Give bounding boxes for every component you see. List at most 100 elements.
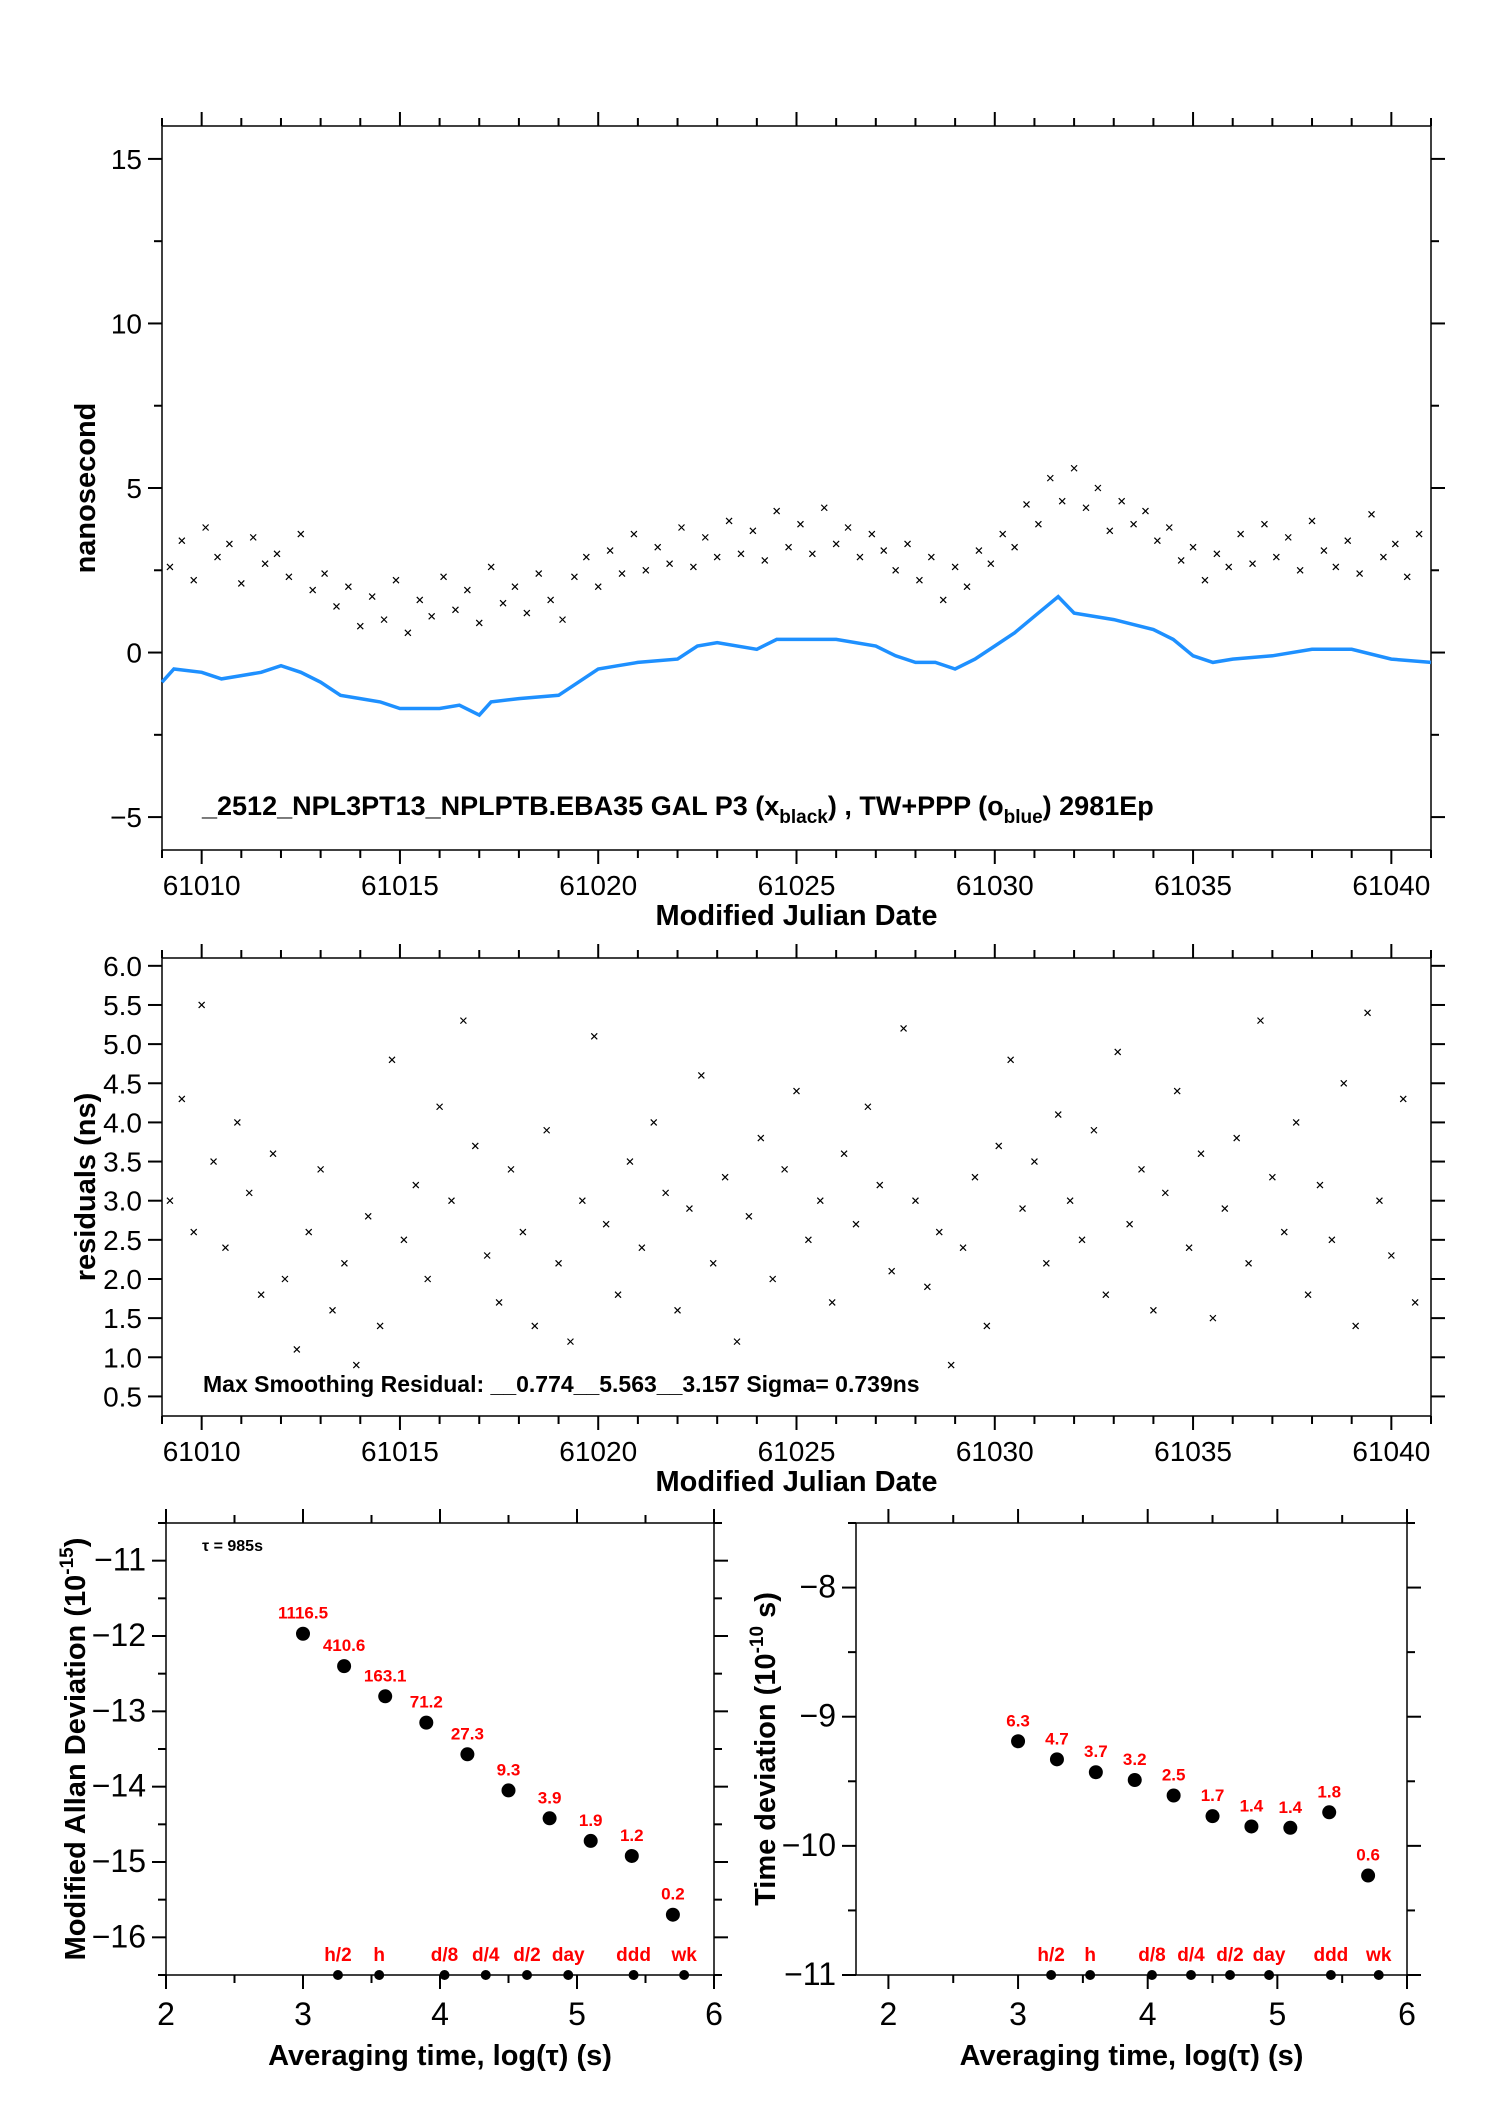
reference-label: d/8	[431, 1945, 458, 1966]
chart-mdev: 2 3 4 5 6 −16 −15 −14 −13 −12 −11 Averaging time, l…	[57, 1509, 728, 2072]
data-point-x	[626, 1158, 634, 1165]
data-point-x	[832, 540, 840, 548]
reference-mark	[374, 1970, 385, 1980]
data-point-x	[1308, 517, 1316, 525]
data-point-x	[459, 1017, 467, 1025]
reference-label: day	[552, 1945, 585, 1966]
x-tick-label: 3	[294, 1996, 312, 2032]
data-point-x	[1213, 550, 1221, 558]
data-point-x	[440, 573, 447, 581]
y-tick-label: −16	[92, 1918, 146, 1954]
data-point-x	[892, 566, 900, 574]
data-point-x	[1368, 510, 1375, 518]
data-point-x	[368, 593, 376, 601]
chart-title-sub2: blue	[1004, 807, 1043, 828]
y-axis-title: residuals (ns)	[70, 1093, 102, 1282]
y-axis-title-main: Time deviation (10	[750, 1653, 782, 1906]
data-point-x	[797, 520, 804, 528]
data-label: 1116.5	[278, 1604, 328, 1623]
y-tick-label: 2.0	[103, 1264, 142, 1295]
data-point-x	[166, 563, 174, 571]
y-tick-label: −11	[94, 1542, 146, 1578]
data-label: 163.1	[364, 1666, 407, 1685]
data-point-x	[947, 1361, 955, 1369]
data-point	[1166, 1788, 1181, 1803]
data-point-x	[198, 1001, 206, 1009]
data-point-x	[900, 1025, 907, 1032]
y-tick-label: 4.5	[103, 1068, 142, 1099]
data-label: 1.4	[1278, 1798, 1302, 1817]
chart-title: _2512_NPL3PT13_NPLPTB.EBA35 GAL P3 (xbla…	[201, 791, 1154, 828]
x-tick-label: 61010	[163, 870, 241, 901]
data-point-x	[1233, 1134, 1241, 1142]
reference-mark	[563, 1970, 574, 1980]
data-point-x	[864, 1103, 872, 1111]
data-point-x	[939, 596, 947, 604]
reference-label: d/4	[1177, 1945, 1205, 1966]
data-point-x	[1209, 1314, 1217, 1322]
data-point-x	[519, 1228, 527, 1236]
reference-mark	[480, 1970, 491, 1980]
y-axis-title: Modified Allan Deviation (10-15)	[57, 1538, 92, 1961]
data-point-x	[1185, 1244, 1193, 1252]
data-point-x	[1376, 1197, 1383, 1205]
data-point-x	[547, 596, 555, 604]
data-point-x	[1296, 566, 1304, 574]
data-point-x	[721, 1173, 729, 1181]
x-axis-title: Averaging time, log(τ) (s)	[268, 2040, 612, 2072]
data-point-x	[1066, 1197, 1074, 1205]
data-label: 71.2	[410, 1693, 443, 1712]
reference-label: h	[373, 1945, 385, 1966]
y-tick-label: 2.5	[103, 1225, 142, 1256]
data-point-x	[745, 1212, 753, 1220]
data-point-x	[1391, 540, 1399, 548]
y-tick-label: 6.0	[103, 951, 142, 982]
chart-title-mid: ) , TW+PPP (o	[828, 791, 1004, 821]
data-point-x	[686, 1205, 693, 1212]
data-point-x	[297, 530, 305, 538]
x-axis-title: Averaging time, log(τ) (s)	[960, 2040, 1304, 2072]
chart-tdev: 2 3 4 5 6 −11 −10 −9 −8 Averaging time, log(τ) (s…	[747, 1509, 1421, 2072]
data-point-x	[222, 1244, 229, 1252]
data-point	[1205, 1809, 1220, 1824]
data-point-x	[1054, 1111, 1062, 1119]
data-point-x	[511, 583, 519, 591]
data-label: 4.7	[1045, 1729, 1069, 1748]
data-point	[583, 1833, 598, 1848]
reference-mark	[1325, 1970, 1336, 1980]
data-point	[1088, 1765, 1103, 1780]
data-point-x	[1130, 520, 1138, 528]
data-point-x	[590, 1032, 598, 1040]
data-point-x	[733, 1338, 741, 1346]
data-point-x	[400, 1236, 408, 1244]
data-label: 1.9	[579, 1811, 603, 1830]
data-point-x	[808, 550, 816, 558]
reference-mark	[1225, 1970, 1236, 1980]
data-point-x	[190, 1228, 198, 1236]
data-point-x	[487, 563, 495, 571]
data-point	[419, 1715, 434, 1730]
data-point-x	[523, 609, 531, 617]
data-point-x	[1114, 1048, 1122, 1056]
data-point-x	[725, 517, 733, 525]
data-label: 6.3	[1006, 1711, 1030, 1730]
data-point-x	[578, 1197, 586, 1205]
data-point-x	[582, 553, 590, 561]
data-point-x	[424, 1275, 432, 1283]
reference-mark	[1264, 1970, 1275, 1980]
data-point-x	[166, 1197, 174, 1205]
x-tick-label: 6	[705, 1996, 723, 2032]
y-axis-title: nanosecond	[70, 403, 102, 574]
data-point-x	[452, 606, 459, 614]
data-point	[1361, 1868, 1376, 1883]
data-point-x	[662, 1189, 670, 1197]
data-point-x	[1352, 1322, 1360, 1330]
data-point-x	[404, 629, 412, 637]
x-tick-label: 61030	[956, 1436, 1034, 1467]
data-point-x	[689, 563, 697, 571]
data-point-x	[245, 1189, 253, 1197]
x-tick-label: 2	[157, 1996, 175, 2032]
data-point-x	[1082, 504, 1090, 512]
data-point-x	[602, 1220, 610, 1228]
data-point-x	[975, 547, 983, 554]
